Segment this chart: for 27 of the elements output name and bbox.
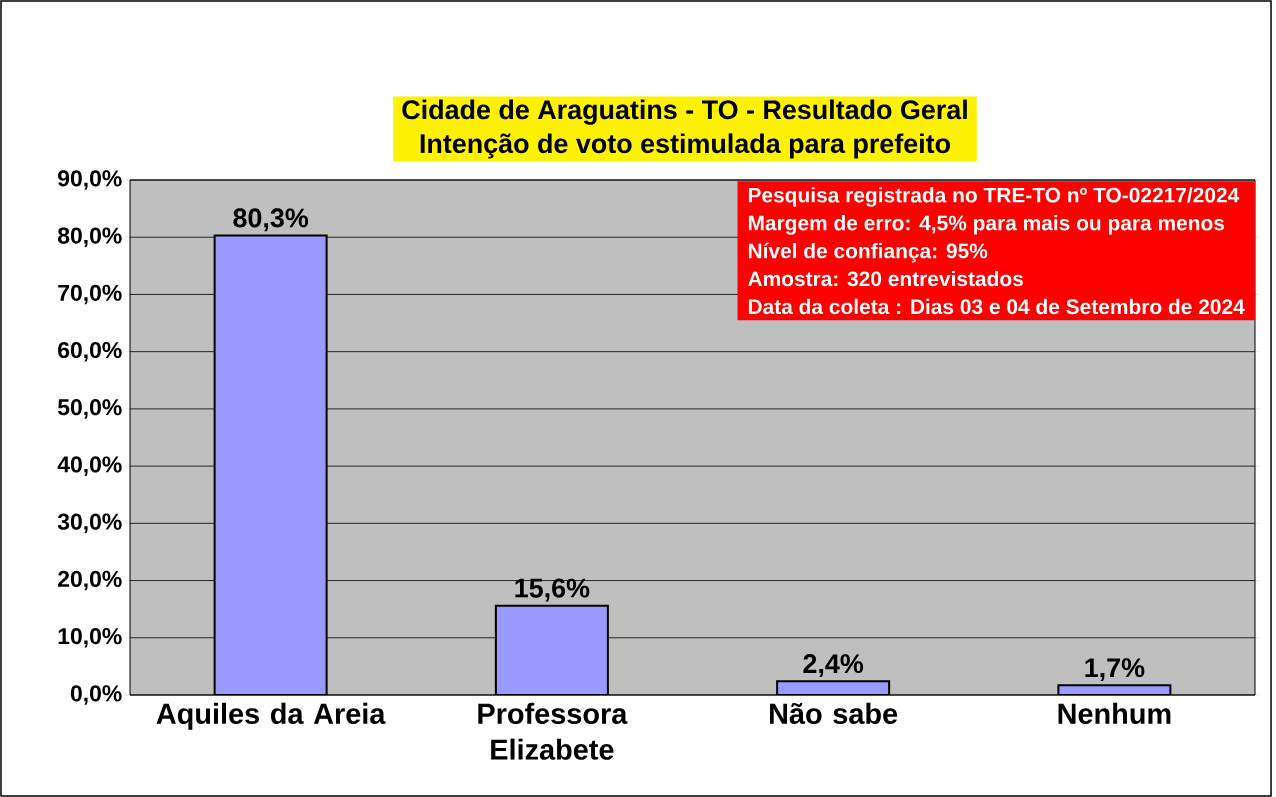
annotation: Nível de confiança: 95% bbox=[748, 242, 988, 263]
y-tick-label: 0,0% bbox=[70, 685, 122, 705]
annotation: Pesquisa registrada no TRE-TO nº TO-02217/2024 bbox=[748, 187, 1240, 207]
y-tick-label: 50,0% bbox=[57, 399, 122, 419]
bar bbox=[213, 234, 328, 695]
data-label: 2,4% bbox=[803, 654, 864, 678]
data-label: 15,6% bbox=[515, 578, 590, 602]
annotation: Data da coleta : Dias 03 e 04 de Setembro de 2024 bbox=[748, 298, 1245, 315]
bar bbox=[494, 604, 609, 695]
data-label: 80,3% bbox=[233, 208, 309, 232]
chart-title: Cidade de Araguatins - TO - Resultado Geral bbox=[402, 99, 967, 125]
y-tick-label: 60,0% bbox=[58, 341, 122, 362]
y-tick-label: 40,0% bbox=[57, 456, 122, 476]
y-tick-label: 70,0% bbox=[58, 284, 122, 305]
x-tick-label: Não sabe bbox=[770, 702, 898, 724]
y-tick-label: 30,0% bbox=[57, 513, 122, 534]
annotation: Amostra: 320 entrevistados bbox=[748, 270, 1023, 287]
chart-subtitle: Intenção de voto estimulada para prefeito bbox=[420, 133, 951, 159]
y-tick-label: 10,0% bbox=[58, 628, 122, 648]
x-tick-label: Professora Elizabete bbox=[478, 702, 628, 760]
y-tick-label: 90,0% bbox=[58, 170, 122, 190]
data-label: 1,7% bbox=[1085, 658, 1145, 682]
y-tick-label: 20,0% bbox=[58, 570, 122, 591]
x-tick-label: Nenhum bbox=[1058, 702, 1171, 724]
y-tick-label: 80,0% bbox=[57, 227, 122, 247]
annotation: Margem de erro: 4,5% para mais ou para menos bbox=[748, 215, 1225, 235]
x-tick-label: Aquiles da Areia bbox=[156, 702, 386, 730]
